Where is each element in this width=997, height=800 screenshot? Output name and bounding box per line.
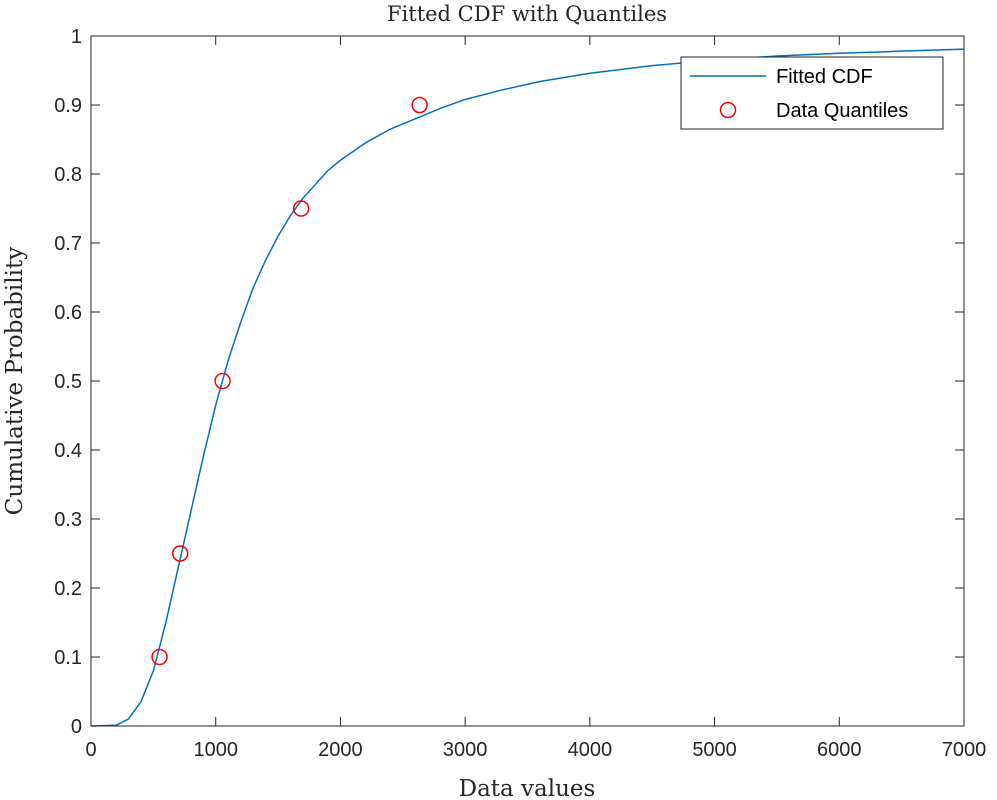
x-tick-label: 5000 [692, 739, 737, 761]
ticks-layer: 0 1000 2000 3000 4000 5000 6000 7000 0 0.1 0.2 0.3 0… [54, 26, 986, 761]
x-tick-label: 2000 [318, 739, 363, 761]
legend-label-fitted-cdf: Fitted CDF [776, 66, 873, 88]
legend: Fitted CDF Data Quantiles [680, 56, 944, 130]
y-tick-label: 0.5 [54, 371, 82, 393]
y-tick-label: 0.2 [54, 578, 82, 600]
data-quantile-point [292, 200, 310, 217]
fitted-cdf-line [90, 48, 965, 727]
data-quantile-point [214, 372, 231, 390]
y-tick-label: 0.3 [54, 509, 82, 531]
y-tick-label: 0.1 [54, 647, 82, 669]
y-tick-label: 0.6 [54, 302, 82, 324]
x-axis-label: Data values [459, 776, 596, 800]
y-tick-label: 1 [71, 26, 82, 48]
y-tick-label: 0.7 [54, 233, 82, 255]
y-tick-label: 0.9 [54, 95, 82, 117]
chart-title: Fitted CDF with Quantiles [387, 2, 667, 26]
y-tick-label: 0.8 [54, 164, 82, 186]
data-quantile-point [171, 545, 189, 562]
legend-label-data-quantiles: Data Quantiles [776, 100, 908, 122]
plot-area [91, 36, 964, 726]
series-layer [90, 48, 965, 727]
y-tick-label: 0 [71, 716, 82, 738]
x-tick-label: 6000 [817, 739, 862, 761]
data-quantile-point [411, 96, 428, 114]
legend-marker-swatch [719, 101, 737, 119]
y-axis-label: Cumulative Probability [2, 247, 28, 515]
x-tick-label: 3000 [443, 739, 488, 761]
x-tick-label: 7000 [942, 739, 987, 761]
x-tick-label: 0 [85, 739, 96, 761]
data-quantile-point [151, 648, 168, 666]
x-tick-label: 1000 [193, 739, 238, 761]
y-tick-label: 0.4 [54, 440, 82, 462]
x-tick-label: 4000 [568, 739, 613, 761]
